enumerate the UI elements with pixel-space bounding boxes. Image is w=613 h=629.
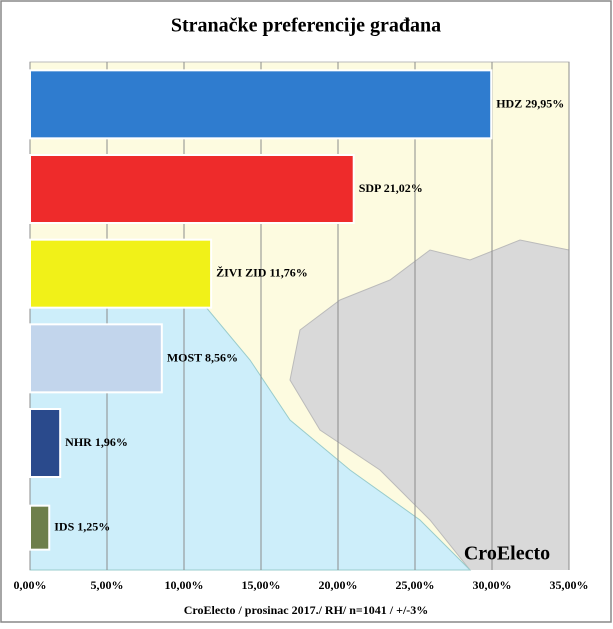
data-label: NHR 1,96% [65,435,128,449]
chart-title: Stranačke preferencije građana [171,15,441,37]
value-label: 29,95% [525,96,564,110]
value-label: 21,02% [384,181,423,195]
category-label: SDP [359,181,381,195]
data-label: IDS 1,25% [54,519,110,533]
category-label: NHR [65,435,92,449]
bar [29,238,213,309]
category-label: ŽIVI ZID [216,265,267,279]
x-tick-label: 0,00% [14,578,47,592]
data-label: MOST 8,56% [167,350,238,364]
value-label: 11,76% [269,265,307,279]
bar [29,154,355,224]
category-label: MOST [167,350,202,364]
data-label: SDP 21,02% [359,181,423,195]
x-tick-label: 35,00% [550,578,589,592]
bar [29,408,62,478]
value-label: 1,96% [95,435,128,449]
value-label: 1,25% [77,519,110,533]
x-tick-label: 15,00% [242,578,281,592]
x-tick-label: 30,00% [473,578,512,592]
bar [29,323,163,394]
x-tick-label: 20,00% [319,578,358,592]
bar [29,69,493,140]
watermark: CroElecto [464,543,550,565]
x-tick-label: 5,00% [91,578,124,592]
value-label: 8,56% [205,350,238,364]
data-label: ŽIVI ZID 11,76% [216,265,308,279]
x-tick-label: 25,00% [396,578,435,592]
category-label: HDZ [496,96,522,110]
x-tick-label: 10,00% [165,578,204,592]
footer: CroElecto / prosinac 2017./ RH/ n=1041 /… [184,603,429,617]
data-label: HDZ 29,95% [496,96,564,110]
bar [29,504,51,551]
category-label: IDS [54,519,74,533]
